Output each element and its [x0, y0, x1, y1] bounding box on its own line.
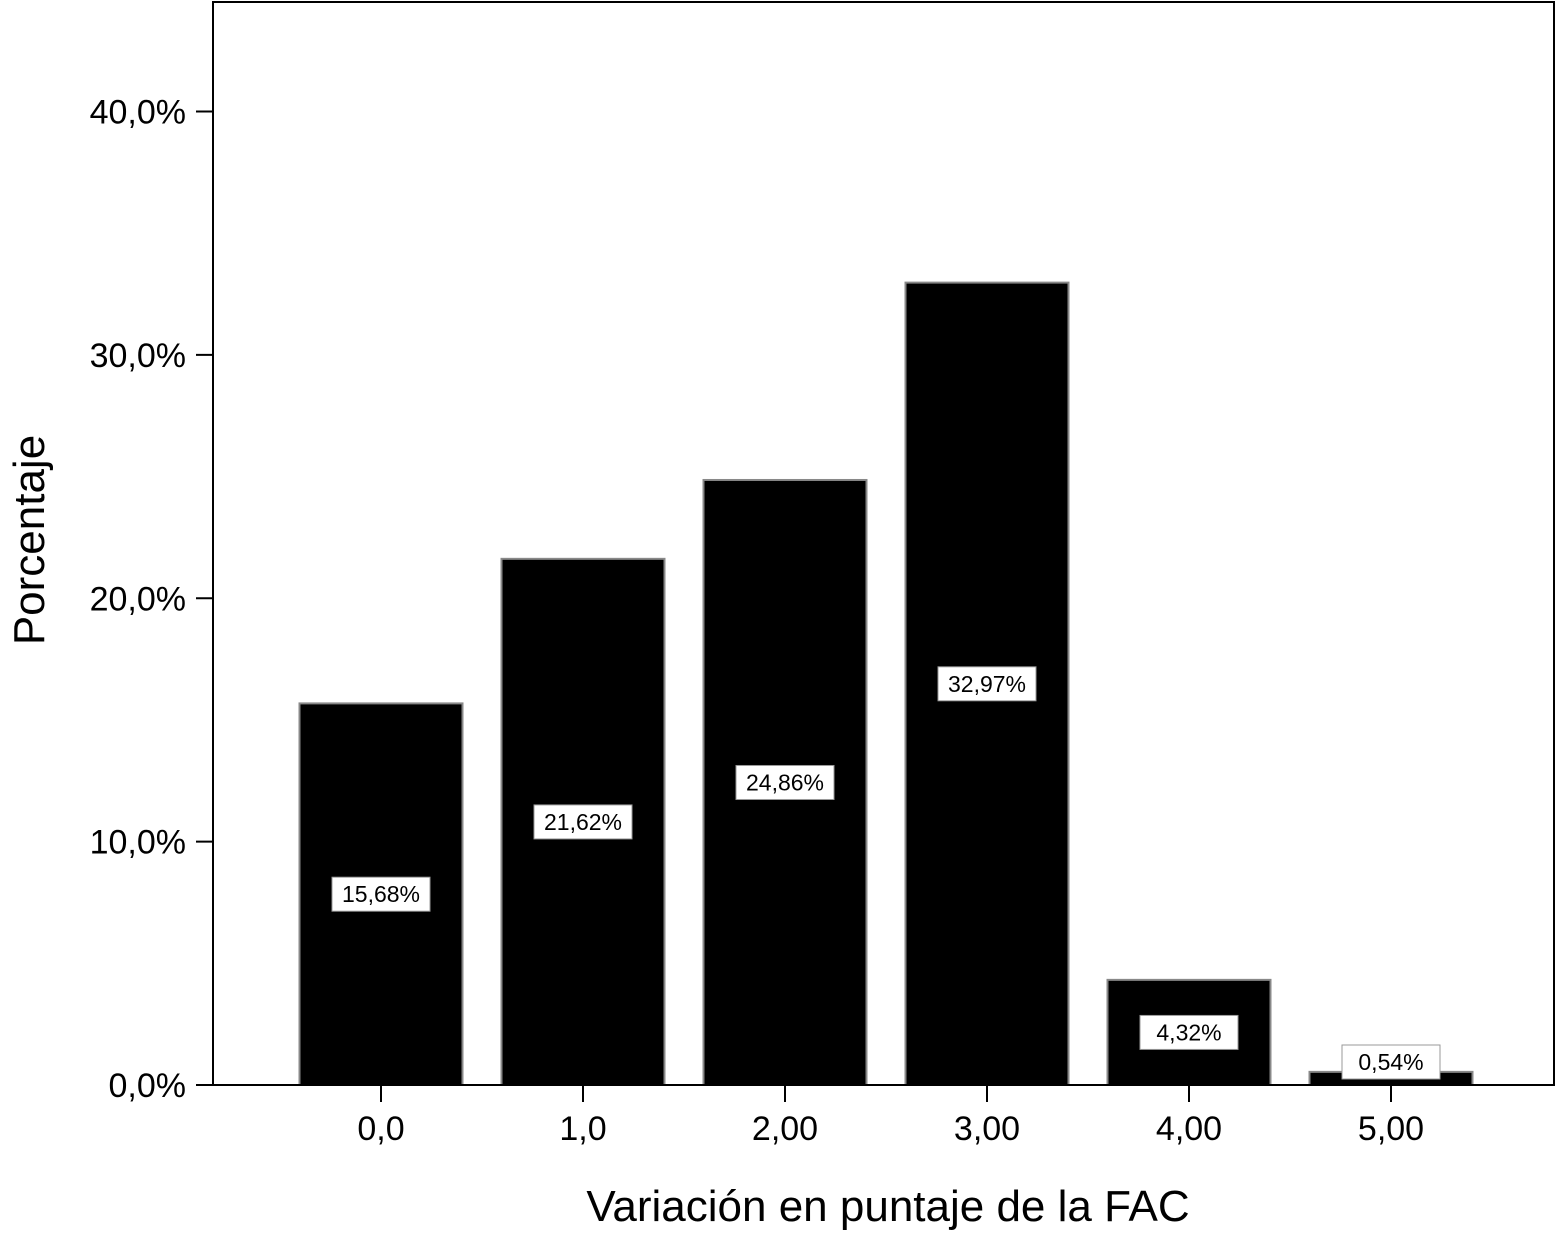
data-label: 32,97% [948, 671, 1026, 697]
x-axis: 0,0 1,0 2,00 3,00 4,00 5,00 [196, 1084, 1554, 1148]
data-label-box-0 [331, 876, 431, 912]
x-tick-label: 2,00 [752, 1110, 818, 1148]
x-tick-label: 3,00 [954, 1110, 1020, 1148]
data-label: 21,62% [544, 809, 622, 835]
data-label-box-2 [735, 764, 835, 800]
data-label-box-3 [937, 666, 1037, 702]
x-tick-label: 5,00 [1358, 1110, 1424, 1148]
data-label: 4,32% [1156, 1019, 1221, 1045]
y-tick-label: 40,0% [90, 94, 186, 132]
x-axis-title: Variación en puntaje de la FAC [586, 1182, 1189, 1231]
y-axis-title: Porcentaje [5, 435, 54, 645]
y-axis: 0,0% 10,0% 20,0% 30,0% 40,0% [90, 94, 213, 1105]
x-tick-label: 4,00 [1156, 1110, 1222, 1148]
data-label-box-4 [1139, 1014, 1239, 1050]
y-tick-label: 30,0% [90, 337, 186, 375]
bars-group: 15,68% 21,62% 24,86% 32,97% 4,32% 0,54% [298, 281, 1474, 1087]
data-label-box-1 [533, 804, 633, 840]
y-tick-label: 0,0% [109, 1067, 187, 1105]
x-tick-label: 0,0 [357, 1110, 404, 1148]
data-label: 24,86% [746, 769, 824, 795]
y-tick-label: 20,0% [90, 580, 186, 618]
data-label-box-5 [1341, 1044, 1441, 1080]
data-label: 15,68% [342, 881, 420, 907]
bar-0 [298, 702, 464, 1086]
y-tick-label: 10,0% [90, 824, 186, 862]
data-label: 0,54% [1358, 1049, 1423, 1075]
x-tick-label: 1,0 [559, 1110, 606, 1148]
